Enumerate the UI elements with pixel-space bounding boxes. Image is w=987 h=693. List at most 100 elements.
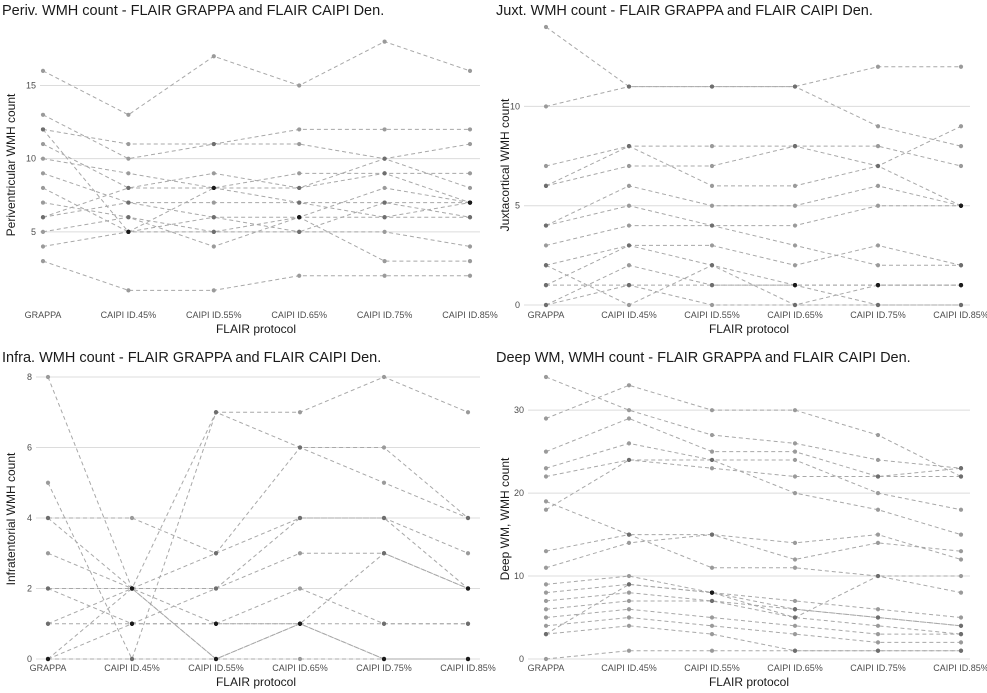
series-s3 [45, 445, 471, 556]
series-line [42, 216, 470, 262]
chart-plot: 0 10 20 30 GRAPPA CAIPI ID.45% CAIPI ID.55% CAI… [514, 374, 987, 673]
data-point [465, 586, 471, 591]
series-s12 [543, 283, 964, 308]
x-tick-label: GRAPPA [30, 663, 67, 673]
data-point [792, 648, 798, 653]
data-point [875, 64, 881, 69]
series-s11 [40, 185, 473, 220]
series-s17 [543, 648, 964, 662]
chart-deep-wm: 0 10 20 30 GRAPPA CAIPI ID.45% CAIPI ID.55% CAI… [494, 347, 987, 693]
series-line [42, 187, 471, 218]
data-point [958, 302, 964, 308]
data-point [792, 565, 798, 570]
data-point [875, 124, 881, 129]
data-point [958, 203, 964, 208]
data-point [958, 507, 964, 512]
data-point [543, 632, 549, 637]
y-tick-label: 15 [26, 81, 36, 91]
x-tick-label: CAIPI ID.65% [271, 310, 327, 320]
data-point [45, 621, 51, 626]
data-point [126, 185, 131, 191]
data-point [381, 515, 387, 521]
series-line [545, 26, 962, 147]
series-s1 [45, 374, 471, 591]
series-s9 [543, 243, 964, 288]
series-s7 [543, 457, 964, 537]
data-point [211, 185, 216, 191]
series-s1 [543, 24, 964, 149]
series-line [545, 600, 962, 635]
data-point [709, 565, 715, 570]
x-tick-label: CAIPI ID.55% [684, 663, 740, 673]
data-point [875, 203, 881, 208]
data-point [709, 203, 715, 208]
data-point [792, 623, 798, 628]
y-tick-label: 2 [27, 584, 32, 594]
x-tick-label: CAIPI ID.85% [440, 663, 496, 673]
data-point [626, 203, 632, 208]
data-point [297, 229, 302, 234]
data-point [875, 632, 881, 637]
data-point [465, 551, 471, 556]
data-point [543, 302, 549, 308]
data-point [126, 288, 131, 293]
series-line [545, 534, 961, 577]
data-point [958, 263, 964, 268]
series-line [47, 587, 468, 660]
data-point [875, 640, 881, 645]
series-line [545, 376, 962, 469]
series-line [545, 459, 962, 536]
data-point [626, 383, 632, 388]
data-point [213, 410, 219, 415]
data-point [382, 259, 387, 264]
data-point [709, 532, 715, 537]
gridlines [40, 85, 480, 233]
data-point [875, 615, 881, 620]
series-line [545, 442, 962, 511]
x-tick-label: CAIPI ID.75% [850, 310, 906, 320]
data-point [626, 243, 632, 248]
data-point [792, 144, 798, 149]
data-point [543, 656, 549, 662]
chart-infratentorial: 0 2 4 6 8 GRAPPA CAIPI ID.45% CAIPI ID.55% CAIPI… [0, 347, 496, 693]
x-axis-label: FLAIR protocol [708, 675, 790, 689]
series-line [545, 244, 962, 286]
data-point [40, 259, 46, 264]
data-point [126, 215, 131, 220]
data-point [297, 445, 303, 450]
data-point [45, 586, 51, 591]
data-point [792, 408, 798, 413]
data-point [709, 466, 715, 471]
series-s8 [543, 532, 964, 579]
data-point [875, 540, 881, 545]
series-s6 [543, 499, 964, 562]
data-point [381, 480, 387, 485]
data-point [626, 183, 632, 188]
series-s12 [40, 215, 473, 264]
x-tick-label: CAIPI ID.85% [442, 310, 498, 320]
series-line [545, 264, 961, 306]
data-point [129, 621, 135, 626]
data-point [958, 623, 964, 628]
data-point [875, 163, 881, 169]
data-point [958, 163, 964, 169]
data-point [382, 200, 387, 205]
data-point [958, 549, 964, 554]
data-point [792, 449, 798, 454]
data-point [543, 615, 549, 620]
data-point [792, 223, 798, 228]
data-point [626, 532, 632, 537]
data-point [709, 183, 715, 188]
y-axis-label: Juxtacortical WMH count [498, 98, 512, 232]
data-point [543, 607, 549, 612]
x-tick-label: CAIPI ID.65% [767, 663, 823, 673]
series-s8 [40, 185, 473, 234]
data-point [382, 215, 387, 220]
data-point [543, 565, 549, 570]
data-point [792, 203, 798, 208]
data-point [792, 183, 798, 188]
y-tick-label: 10 [510, 101, 520, 111]
data-point [875, 243, 881, 248]
data-point [382, 185, 387, 191]
series-line [545, 185, 962, 227]
